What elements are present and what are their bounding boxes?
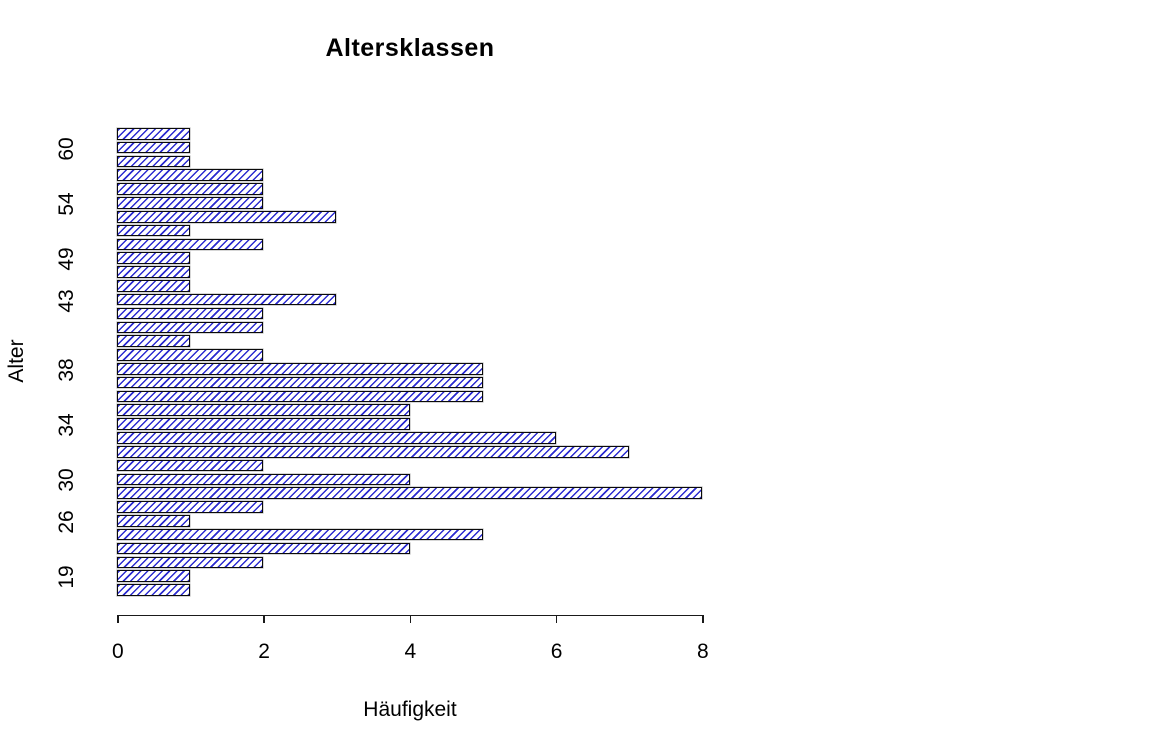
x-axis-tick-mark bbox=[702, 614, 704, 623]
bar bbox=[117, 349, 264, 361]
bar bbox=[117, 280, 191, 292]
x-axis-tick-mark bbox=[555, 614, 558, 623]
bar bbox=[117, 252, 191, 264]
bar bbox=[117, 432, 556, 444]
bar bbox=[117, 197, 264, 209]
bar bbox=[117, 376, 483, 389]
bar bbox=[117, 445, 629, 458]
bar bbox=[117, 141, 191, 154]
y-axis-tick-label: 43 bbox=[55, 289, 78, 313]
x-axis-tick-label: 0 bbox=[111, 640, 124, 663]
bar bbox=[117, 155, 191, 168]
bar bbox=[117, 473, 410, 486]
x-axis-tick-mark bbox=[117, 614, 119, 623]
bar bbox=[117, 321, 264, 334]
y-axis-title: Alter bbox=[5, 339, 28, 383]
bar bbox=[117, 418, 410, 430]
bar bbox=[117, 570, 191, 582]
bar bbox=[117, 224, 191, 237]
bar bbox=[117, 128, 191, 140]
y-axis-tick-label: 38 bbox=[55, 358, 78, 382]
x-axis-tick-label: 8 bbox=[696, 640, 709, 663]
y-axis-tick-label: 26 bbox=[55, 510, 78, 534]
y-axis-tick-label: 49 bbox=[55, 247, 78, 271]
y-axis-tick-label: 34 bbox=[55, 413, 78, 437]
y-axis-tick-label: 60 bbox=[55, 137, 78, 161]
x-axis-tick-label: 6 bbox=[550, 640, 563, 663]
x-axis-tick-mark bbox=[409, 614, 412, 623]
y-axis-tick-label: 19 bbox=[55, 565, 78, 589]
bar bbox=[117, 362, 483, 375]
bar bbox=[117, 584, 191, 596]
bar bbox=[117, 293, 337, 306]
x-axis-tick-mark bbox=[263, 614, 265, 623]
bar bbox=[117, 459, 264, 472]
bar bbox=[117, 542, 410, 555]
x-axis-tick-label: 2 bbox=[258, 640, 270, 663]
bar bbox=[117, 487, 702, 499]
bar bbox=[117, 528, 483, 541]
bar bbox=[117, 404, 410, 417]
bar bbox=[117, 307, 264, 320]
bar bbox=[117, 210, 337, 223]
x-axis-title: Häufigkeit bbox=[363, 698, 457, 721]
bar bbox=[117, 515, 191, 527]
x-axis-tick-label: 4 bbox=[404, 640, 417, 663]
bar bbox=[117, 238, 264, 251]
bar bbox=[117, 501, 264, 513]
bar bbox=[117, 335, 191, 347]
y-axis-tick-label: 54 bbox=[55, 192, 78, 216]
bar bbox=[117, 266, 191, 278]
y-axis-tick-label: 30 bbox=[55, 468, 78, 493]
bar bbox=[117, 556, 264, 569]
chart-title: Altersklassen bbox=[325, 34, 495, 62]
bar bbox=[117, 183, 264, 195]
bar bbox=[117, 390, 483, 403]
bar bbox=[117, 169, 264, 182]
